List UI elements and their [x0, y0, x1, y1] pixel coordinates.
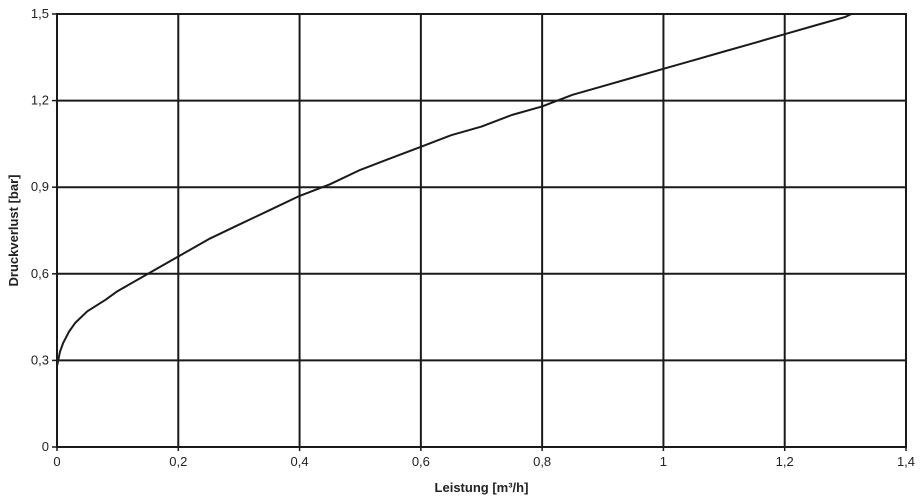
- x-tick-label: 0,6: [412, 454, 430, 469]
- x-tick-label: 0,8: [533, 454, 551, 469]
- y-tick-label: 0: [42, 439, 49, 454]
- y-axis-title: Druckverlust [bar]: [6, 175, 21, 287]
- x-tick-label: 1: [660, 454, 667, 469]
- y-tick-label: 1,2: [31, 93, 49, 108]
- tick-labels: 0 0,2 0,4 0,6 0,8 1 1,2 1,4 0 0,3 0,6 0,9 1,2 1,5: [31, 6, 915, 469]
- grid-lines: [52, 13, 907, 451]
- x-axis-title: Leistung [m³/h]: [435, 480, 529, 495]
- x-tick-label: 0,2: [169, 454, 187, 469]
- x-tick-label: 0: [53, 454, 60, 469]
- y-tick-label: 1,5: [31, 6, 49, 21]
- x-tick-label: 1,4: [897, 454, 915, 469]
- x-tick-label: 0,4: [291, 454, 309, 469]
- pressure-loss-curve: [56, 13, 852, 447]
- data-series: [56, 13, 852, 447]
- y-tick-label: 0,9: [31, 179, 49, 194]
- y-tick-label: 0,6: [31, 266, 49, 281]
- x-tick-label: 1,2: [776, 454, 794, 469]
- y-tick-label: 0,3: [31, 352, 49, 367]
- plot-frame: [56, 13, 907, 448]
